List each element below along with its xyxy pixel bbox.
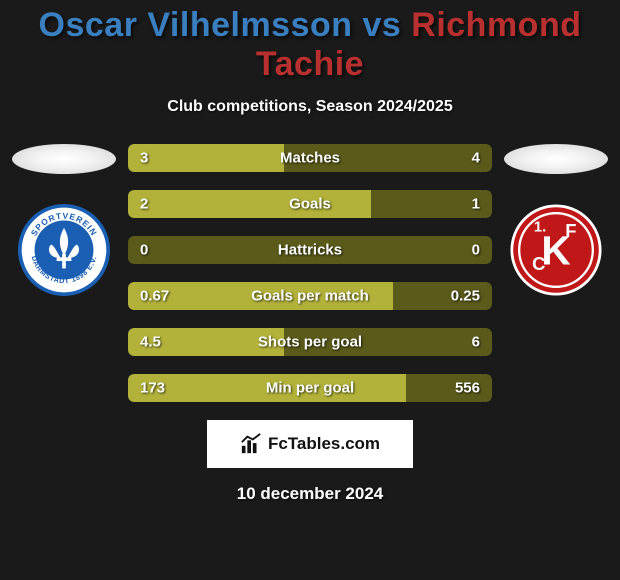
stat-label: Matches: [280, 150, 340, 167]
comparison-content: SPORTVEREIN DARMSTADT 1898 E.V. 3 Matches…: [0, 138, 620, 402]
player-left-name: Oscar Vilhelmsson: [39, 6, 353, 44]
svg-text:K: K: [541, 228, 570, 274]
stat-right-value: 556: [455, 380, 480, 397]
vs-separator: vs: [353, 6, 412, 44]
stat-row: 2 Goals 1: [128, 190, 492, 218]
stat-row: 4.5 Shots per goal 6: [128, 328, 492, 356]
page-title: Oscar Vilhelmsson vs Richmond Tachie: [0, 0, 620, 84]
stat-label: Hattricks: [278, 242, 342, 259]
stat-right-value: 0.25: [451, 288, 480, 305]
stat-left-value: 0: [140, 242, 148, 259]
date-text: 10 december 2024: [0, 484, 620, 504]
fctables-logo-icon: [240, 433, 262, 455]
stat-fill-left: [128, 144, 284, 172]
stat-left-value: 4.5: [140, 334, 161, 351]
right-team-column: 1. F C K: [496, 138, 616, 296]
stat-label: Goals per match: [251, 288, 369, 305]
stat-row: 0 Hattricks 0: [128, 236, 492, 264]
stat-right-value: 1: [472, 196, 480, 213]
stat-label: Goals: [289, 196, 331, 213]
subtitle: Club competitions, Season 2024/2025: [0, 98, 620, 116]
stat-right-value: 4: [472, 150, 480, 167]
stat-fill-left: [128, 190, 371, 218]
stat-left-value: 3: [140, 150, 148, 167]
stat-right-value: 6: [472, 334, 480, 351]
kaiserslautern-crest-icon: 1. F C K: [510, 204, 602, 296]
attribution-box: FcTables.com: [207, 420, 413, 468]
darmstadt-crest-icon: SPORTVEREIN DARMSTADT 1898 E.V.: [18, 204, 110, 296]
right-team-crest: 1. F C K: [510, 204, 602, 296]
right-player-ellipse: [504, 144, 608, 174]
left-player-ellipse: [12, 144, 116, 174]
left-team-crest: SPORTVEREIN DARMSTADT 1898 E.V.: [18, 204, 110, 296]
stat-right-value: 0: [472, 242, 480, 259]
stat-row: 3 Matches 4: [128, 144, 492, 172]
stat-row: 0.67 Goals per match 0.25: [128, 282, 492, 310]
left-team-column: SPORTVEREIN DARMSTADT 1898 E.V.: [4, 138, 124, 296]
stat-left-value: 173: [140, 380, 165, 397]
stat-row: 173 Min per goal 556: [128, 374, 492, 402]
stat-left-value: 2: [140, 196, 148, 213]
attribution-text: FcTables.com: [268, 434, 380, 454]
stat-bars-container: 3 Matches 4 2 Goals 1 0 Hattricks 0 0.67 Goals per…: [124, 144, 496, 402]
stat-left-value: 0.67: [140, 288, 169, 305]
stat-label: Shots per goal: [258, 334, 362, 351]
stat-label: Min per goal: [266, 380, 354, 397]
